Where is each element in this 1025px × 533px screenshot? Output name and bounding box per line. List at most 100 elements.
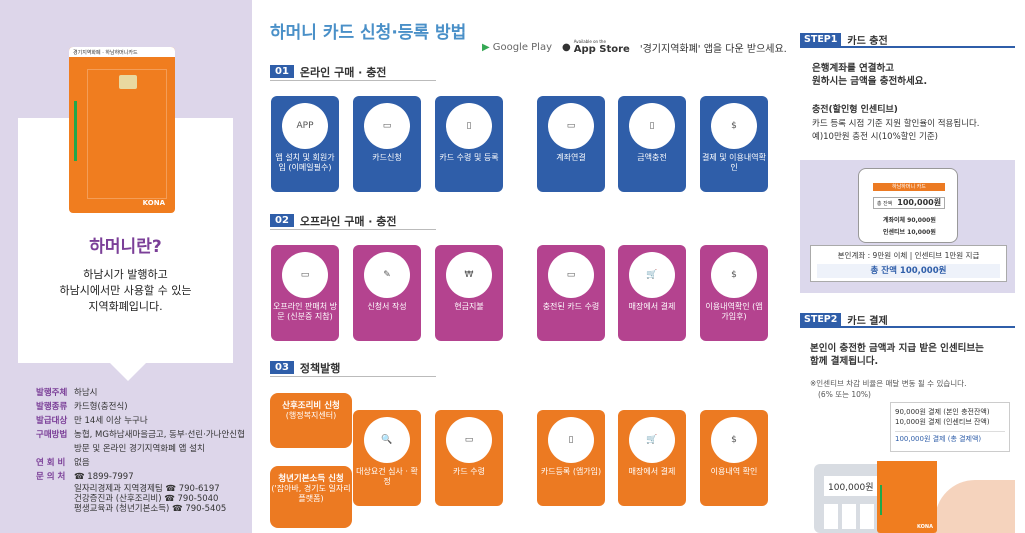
store-text: '경기지역화폐' 앱을 다운 받으세요. <box>639 43 787 55</box>
policy-step-register: ▯ 카드등록 (앱가입) <box>537 410 605 506</box>
online-step-charge: ▯ 금액충전 <box>618 96 686 192</box>
desc-line: 예)10만원 충전 시(10%할인 기준) <box>812 132 938 142</box>
info-value: 하남시 <box>74 388 98 398</box>
step-tag: STEP1 <box>800 32 842 46</box>
phone-bar: 하남하머니 카드 <box>873 183 945 191</box>
receipt-line: 10,000원 결제 (인센티브 잔액) <box>895 418 990 426</box>
info-list: 발행주체 하남시 발행종류 카드형(충전식) 발급대상 만 14세 이상 누구나 구매… <box>36 386 245 514</box>
card-top <box>877 455 937 461</box>
step-label: 금액충전 <box>637 153 667 162</box>
info-key: 연 회 비 <box>36 458 66 468</box>
card-reader-icon: ▭ <box>548 252 594 298</box>
step-label: 카드 수령 <box>453 467 485 476</box>
info-row: 연 회 비 없음 <box>36 456 245 470</box>
payment-icon: $ <box>711 417 757 463</box>
step1-sub: 충전(할인형 인센티브) <box>812 105 898 115</box>
page-title: 하머니 카드 신청·등록 방법 <box>270 23 467 43</box>
summary-line: 본인계좌 : 9만원 이체 | 인센티브 1만원 지급 <box>837 251 980 260</box>
policy-step-receive: ▭ 카드 수령 <box>435 410 503 506</box>
step-label: 매장에서 결제 <box>628 467 676 476</box>
card-chip <box>119 75 137 89</box>
info-value: ☎ 1899-7997 <box>74 472 134 482</box>
info-value: 카드형(충전식) <box>74 402 128 412</box>
online-step-account: ▭ 계좌연결 <box>537 96 605 192</box>
card-brand: KONA <box>917 524 933 530</box>
info-row: 일자리경제과 지역경제팀 ☎ 790-6197 <box>36 484 245 494</box>
charge-icon: ▯ <box>629 103 675 149</box>
card-payment-image: KONA <box>877 455 937 533</box>
step2-lead: 본인이 충전한 금액과 지급 받은 인센티브는 함께 결제됩니다. <box>810 342 984 368</box>
section-label: 정책발행 <box>299 361 341 375</box>
phone-amount: 총 잔액 100,000원 <box>873 197 945 209</box>
app-icon: APP <box>282 103 328 149</box>
form-icon: ✎ <box>364 252 410 298</box>
step-label: 이용내역 확인 <box>710 467 758 476</box>
phone-row: 계좌이체 90,000원 <box>883 217 936 224</box>
info-key <box>36 494 74 504</box>
info-row: 발행주체 하남시 <box>36 386 245 400</box>
step1-lead: 은행계좌를 연결하고 원하시는 금액을 충전하세요. <box>812 62 927 88</box>
apple-icon: ● <box>562 41 571 53</box>
phone-card-icon: ▯ <box>548 417 594 463</box>
step-label: 결제 및 이용내역확인 <box>702 153 766 172</box>
card-reader-icon: ▭ <box>446 417 492 463</box>
payment-icon: $ <box>711 252 757 298</box>
source-title: 산후조리비 신청 <box>282 401 340 411</box>
magnifier-icon: 🔍 <box>364 417 410 463</box>
hand-image <box>935 480 1015 533</box>
lead-line: 함께 결제됩니다. <box>810 356 879 367</box>
policy-step-history: $ 이용내역 확인 <box>700 410 768 506</box>
info-row: 구매방법 농협, MG하남새마을금고, 동부·선린·가나안신협 <box>36 428 245 442</box>
amount-value: 100,000원 <box>897 198 942 207</box>
google-play-label: Google Play <box>492 41 552 53</box>
step2-note: ※인센티브 차감 비율은 매달 변동 될 수 있습니다. (6% 또는 10%) <box>810 378 966 400</box>
left-panel: 경기지역화폐 · 하남하머니카드 KONA 하머니란? 하남시가 발행하고 하남… <box>0 0 252 533</box>
card-green-bar <box>880 485 882 515</box>
info-row: 문 의 처 ☎ 1899-7997 <box>36 470 245 484</box>
desc-line: 하남시에서만 사용할 수 있는 <box>59 284 192 297</box>
phone-mockup: 하남하머니 카드 총 잔액 100,000원 계좌이체 90,000원 인센티브 … <box>858 168 958 243</box>
bank-icon: ▭ <box>548 103 594 149</box>
step-label: 오프라인 판매처 방문 (신분증 지참) <box>273 302 337 321</box>
section-number: 03 <box>270 361 294 374</box>
step-label: 앱 설치 및 회원가입 (이메일필수) <box>275 153 335 172</box>
step-label: 이용내역확인 (앱 가입후) <box>705 302 763 321</box>
step-label: 현금지불 <box>454 302 484 311</box>
section-number: 01 <box>270 65 294 78</box>
summary-total: 총 잔액 100,000원 <box>817 264 1000 278</box>
step-label: 매장에서 결제 <box>628 302 676 311</box>
intro-question: 하머니란? <box>89 237 162 257</box>
desc-line: 지역화폐입니다. <box>88 300 163 313</box>
online-step-pay: $ 결제 및 이용내역확인 <box>700 96 768 192</box>
step-label: 계좌연결 <box>556 153 586 162</box>
info-key: 발급대상 <box>36 416 68 426</box>
google-play-icon: ▶ <box>482 41 490 53</box>
step-label: 대상요건 심사 · 확정 <box>356 467 418 486</box>
info-value: 만 14세 이상 누구나 <box>74 416 148 426</box>
step-label: 카드신청 <box>372 153 402 162</box>
note-line: (6% 또는 10%) <box>818 390 871 399</box>
info-key: 발행종류 <box>36 402 68 412</box>
online-step-app: APP 앱 설치 및 회원가입 (이메일필수) <box>271 96 339 192</box>
shopping-cart-icon: 🛒 <box>629 252 675 298</box>
google-play-badge[interactable]: ▶ Google Play <box>482 42 552 53</box>
desc-line: 카드 등록 시점 기준 지원 할인율이 적용됩니다. <box>812 119 980 129</box>
info-value: 건강증진과 (산후조리비) ☎ 790-5040 <box>74 494 219 504</box>
step-label: 신청서 작성 <box>367 302 407 311</box>
id-card-icon: ▭ <box>282 252 328 298</box>
offline-step-history: $ 이용내역확인 (앱 가입후) <box>700 245 768 341</box>
step1-header: STEP1 카드 충전 <box>800 32 1015 48</box>
card-reader-icon: ▭ <box>364 103 410 149</box>
card-pattern <box>87 69 167 199</box>
card-top-label: 경기지역화폐 · 하남하머니카드 <box>69 47 175 57</box>
app-store-badge[interactable]: ● Available on the App Store <box>562 39 630 55</box>
info-key: 문 의 처 <box>36 472 66 482</box>
policy-step-pay: 🛒 매장에서 결제 <box>618 410 686 506</box>
info-row: 발급대상 만 14세 이상 누구나 <box>36 414 245 428</box>
charge-summary: 본인계좌 : 9만원 이체 | 인센티브 1만원 지급 총 잔액 100,000… <box>810 245 1007 282</box>
info-key: 구매방법 <box>36 430 68 440</box>
lead-line: 은행계좌를 연결하고 <box>812 63 894 74</box>
info-row: 평생교육과 (청년기본소득) ☎ 790-5405 <box>36 504 245 514</box>
source-sub: ('잡아바, 경기도 일자리 플랫폼) <box>271 484 351 503</box>
policy-source-youth: 청년기본소득 신청 ('잡아바, 경기도 일자리 플랫폼) <box>270 466 352 528</box>
